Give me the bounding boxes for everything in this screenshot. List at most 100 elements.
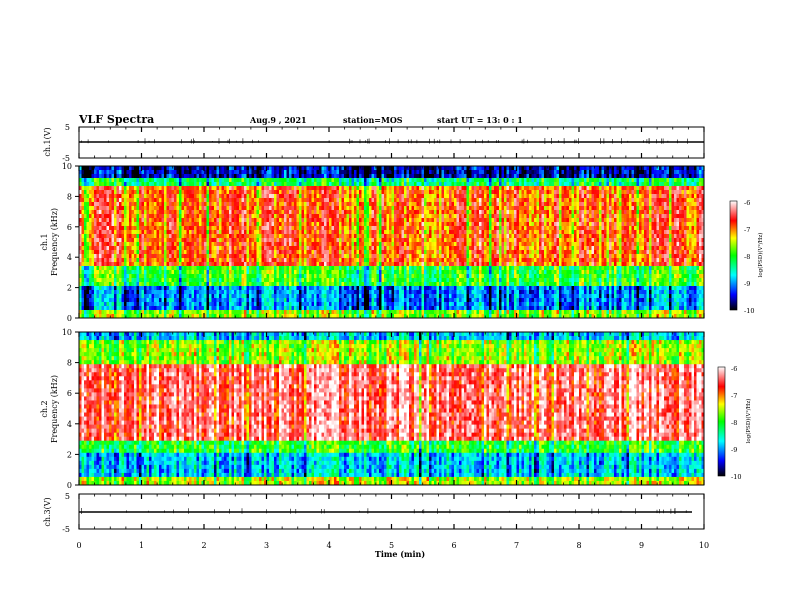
spectrogram-cell — [169, 214, 172, 219]
spectrogram-cell — [296, 266, 300, 271]
spectrogram-cell — [354, 270, 357, 275]
spectrogram-cell — [201, 270, 205, 275]
spectrogram-cell — [331, 166, 335, 171]
spectrogram-cell — [149, 310, 152, 315]
spectrogram-cell — [149, 226, 152, 231]
spectrogram-cell — [194, 302, 197, 307]
spectrogram-cell — [246, 262, 250, 267]
spectrogram-cell — [294, 166, 297, 171]
spectrogram-cell — [159, 206, 162, 211]
spectrogram-cell — [271, 226, 275, 231]
spectrogram-cell — [399, 222, 402, 227]
spectrogram-cell — [184, 286, 187, 291]
spectrogram-cell — [131, 206, 135, 211]
spectrogram-cell — [101, 274, 105, 279]
spectrogram-cell — [274, 258, 277, 263]
spectrogram-cell — [384, 282, 387, 287]
spectrogram-cell — [304, 278, 307, 283]
spectrogram-cell — [354, 166, 357, 171]
spectrogram-cell — [219, 178, 222, 183]
spectrogram-cell — [219, 190, 222, 195]
spectrogram-cell — [201, 310, 205, 315]
spectrogram-cell — [391, 166, 395, 171]
spectrogram-cell — [241, 210, 245, 215]
spectrogram-cell — [266, 186, 270, 191]
spectrogram-cell — [276, 178, 280, 183]
spectrogram-cell — [204, 186, 207, 191]
spectrogram-cell — [239, 266, 242, 271]
spectrogram-cell — [154, 294, 157, 299]
spectrogram-cell — [114, 234, 117, 239]
spectrogram-cell — [191, 234, 195, 239]
spectrogram-cell — [119, 170, 122, 175]
spectrogram-cell — [94, 174, 97, 179]
spectrogram-cell — [196, 230, 200, 235]
spectrogram-cell — [124, 246, 127, 251]
spectrogram-cell — [346, 254, 350, 259]
spectrogram-cell — [96, 270, 100, 275]
spectrogram-cell — [231, 194, 235, 199]
spectrogram-cell — [136, 314, 140, 319]
spectrogram-cell — [86, 254, 90, 259]
spectrogram-cell — [361, 174, 365, 179]
spectrogram-cell — [99, 306, 102, 311]
spectrogram-cell — [139, 258, 142, 263]
spectrogram-cell — [99, 178, 102, 183]
spectrogram-cell — [244, 214, 247, 219]
spectrogram-cell — [269, 194, 272, 199]
spectrogram-cell — [81, 246, 85, 251]
spectrogram-cell — [296, 186, 300, 191]
spectrogram-cell — [86, 186, 90, 191]
spectrogram-cell — [321, 294, 325, 299]
spectrogram-cell — [146, 282, 150, 287]
spectrogram-cell — [364, 202, 367, 207]
spectrogram-cell — [369, 286, 372, 291]
spectrogram-cell — [354, 206, 357, 211]
spectrogram-cell — [199, 266, 202, 271]
spectrogram-cell — [339, 310, 342, 315]
spectrogram-cell — [394, 202, 397, 207]
spectrogram-cell — [216, 262, 220, 267]
spectrogram-cell — [86, 246, 90, 251]
spectrogram-cell — [144, 186, 147, 191]
spectrogram-cell — [291, 266, 295, 271]
spectrogram-cell — [254, 226, 257, 231]
spectrogram-cell — [176, 170, 180, 175]
spectrogram-cell — [279, 222, 282, 227]
spectrogram-cell — [241, 190, 245, 195]
spectrogram-cell — [106, 166, 110, 171]
spectrogram-cell — [269, 198, 272, 203]
spectrogram-cell — [246, 214, 250, 219]
spectrogram-cell — [331, 198, 335, 203]
spectrogram-cell — [319, 242, 322, 247]
spectrogram-cell — [254, 298, 257, 303]
spectrogram-cell — [381, 234, 385, 239]
spectrogram-cell — [244, 226, 247, 231]
spectrogram-cell — [371, 242, 375, 247]
spectrogram-cell — [384, 270, 387, 275]
spectrogram-cell — [319, 230, 322, 235]
spectrogram-cell — [204, 266, 207, 271]
spectrogram-cell — [241, 262, 245, 267]
spectrogram-cell — [261, 198, 265, 203]
spectrogram-cell — [241, 286, 245, 291]
spectrogram-cell — [351, 174, 355, 179]
spectrogram-cell — [269, 226, 272, 231]
spectrogram-cell — [181, 226, 185, 231]
spectrogram-cell — [166, 298, 170, 303]
spectrogram-cell — [334, 258, 337, 263]
spectrogram-cell — [221, 218, 225, 223]
spectrogram-cell — [81, 274, 85, 279]
spectrogram-cell — [326, 214, 330, 219]
spectrogram-cell — [206, 294, 210, 299]
spectrogram-cell — [356, 206, 360, 211]
spectrogram-cell — [336, 166, 340, 171]
spectrogram-cell — [284, 206, 287, 211]
spectrogram-cell — [109, 214, 112, 219]
spectrogram-cell — [259, 302, 262, 307]
spectrogram-cell — [384, 262, 387, 267]
spectrogram-cell — [196, 194, 200, 199]
spectrogram-cell — [249, 250, 252, 255]
spectrogram-cell — [289, 170, 292, 175]
spectrogram-cell — [84, 174, 87, 179]
